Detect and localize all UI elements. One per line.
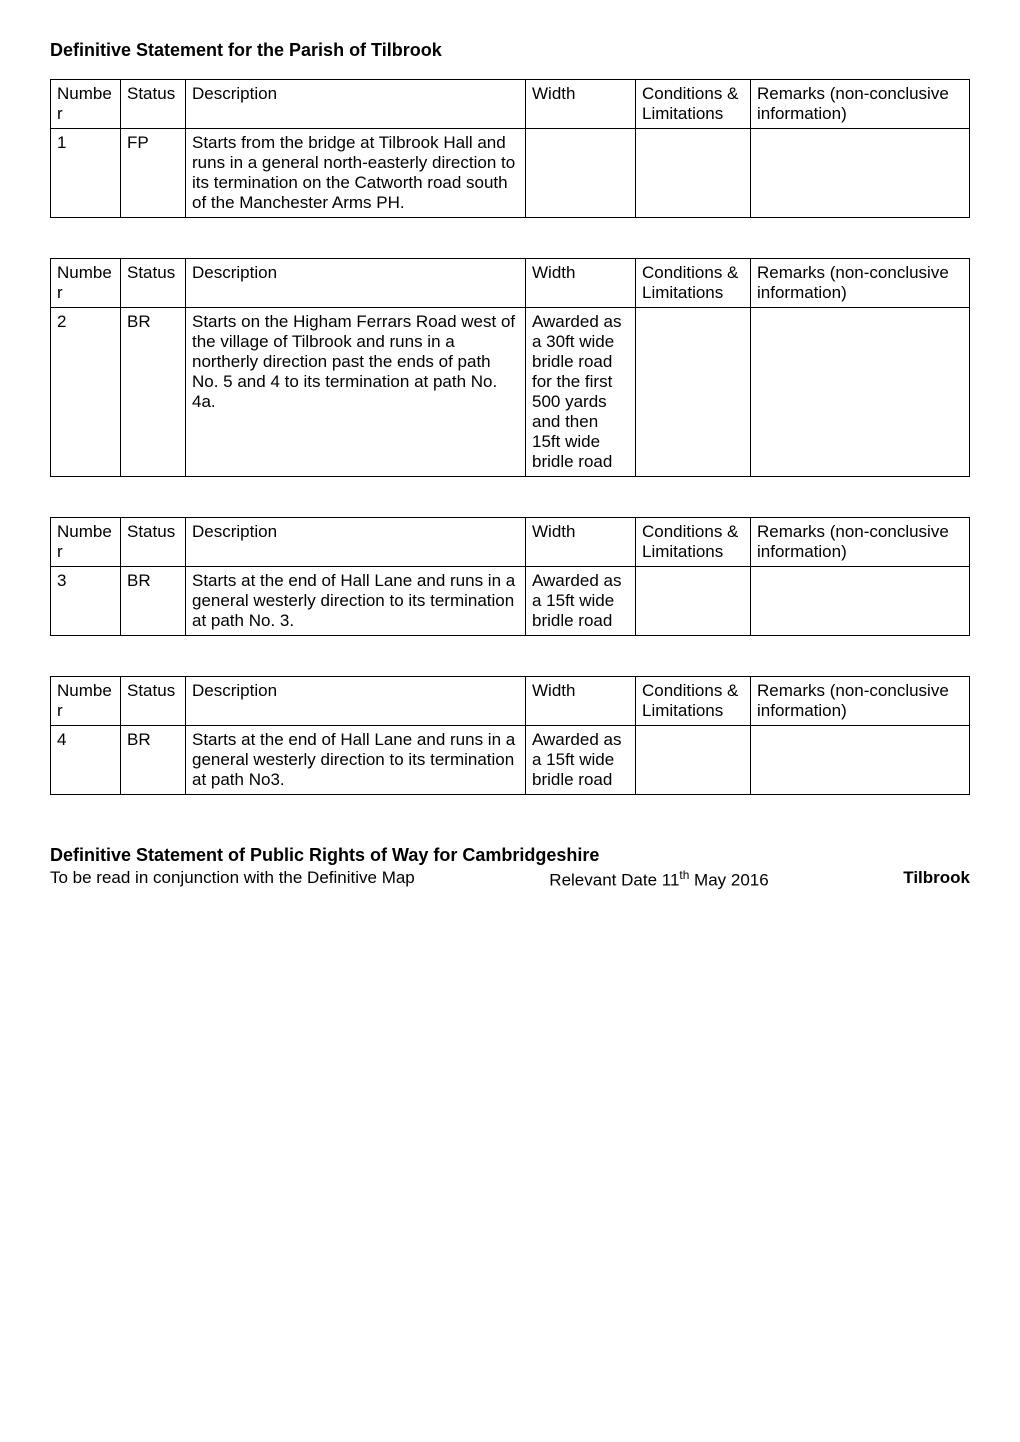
col-remarks: Remarks (non-conclusive information): [751, 259, 970, 308]
cell-status: BR: [121, 308, 186, 477]
statement-table-2: Number Status Description Width Conditio…: [50, 258, 970, 477]
statement-table-1: Number Status Description Width Conditio…: [50, 79, 970, 218]
cell-number: 2: [51, 308, 121, 477]
footer-center-prefix: Relevant Date 11: [549, 871, 679, 890]
cell-conditions: [636, 726, 751, 795]
cell-description: Starts on the Higham Ferrars Road west o…: [186, 308, 526, 477]
table-header-row: Number Status Description Width Conditio…: [51, 80, 970, 129]
col-conditions: Conditions & Limitations: [636, 259, 751, 308]
cell-number: 4: [51, 726, 121, 795]
footer: Definitive Statement of Public Rights of…: [50, 845, 970, 891]
col-number: Number: [51, 677, 121, 726]
cell-conditions: [636, 308, 751, 477]
col-number: Number: [51, 518, 121, 567]
col-status: Status: [121, 259, 186, 308]
col-description: Description: [186, 80, 526, 129]
page-title: Definitive Statement for the Parish of T…: [50, 40, 970, 61]
footer-left: To be read in conjunction with the Defin…: [50, 868, 415, 891]
cell-width: Awarded as a 30ft wide bridle road for t…: [526, 308, 636, 477]
cell-number: 1: [51, 129, 121, 218]
statement-table-4: Number Status Description Width Conditio…: [50, 676, 970, 795]
cell-number: 3: [51, 567, 121, 636]
col-number: Number: [51, 80, 121, 129]
col-number: Number: [51, 259, 121, 308]
cell-width: Awarded as a 15ft wide bridle road: [526, 567, 636, 636]
table-row: 2 BR Starts on the Higham Ferrars Road w…: [51, 308, 970, 477]
cell-remarks: [751, 726, 970, 795]
col-conditions: Conditions & Limitations: [636, 518, 751, 567]
col-width: Width: [526, 259, 636, 308]
cell-remarks: [751, 567, 970, 636]
cell-description: Starts from the bridge at Tilbrook Hall …: [186, 129, 526, 218]
col-width: Width: [526, 518, 636, 567]
col-description: Description: [186, 518, 526, 567]
table-row: 3 BR Starts at the end of Hall Lane and …: [51, 567, 970, 636]
footer-center: Relevant Date 11th May 2016: [549, 868, 768, 891]
col-remarks: Remarks (non-conclusive information): [751, 80, 970, 129]
cell-width: Awarded as a 15ft wide bridle road: [526, 726, 636, 795]
col-status: Status: [121, 677, 186, 726]
table-row: 4 BR Starts at the end of Hall Lane and …: [51, 726, 970, 795]
col-remarks: Remarks (non-conclusive information): [751, 518, 970, 567]
col-width: Width: [526, 677, 636, 726]
col-description: Description: [186, 259, 526, 308]
col-description: Description: [186, 677, 526, 726]
cell-description: Starts at the end of Hall Lane and runs …: [186, 726, 526, 795]
table-header-row: Number Status Description Width Conditio…: [51, 259, 970, 308]
footer-center-suffix: May 2016: [689, 871, 768, 890]
cell-remarks: [751, 308, 970, 477]
footer-row: To be read in conjunction with the Defin…: [50, 868, 970, 891]
col-conditions: Conditions & Limitations: [636, 80, 751, 129]
footer-title: Definitive Statement of Public Rights of…: [50, 845, 970, 866]
cell-conditions: [636, 129, 751, 218]
col-status: Status: [121, 518, 186, 567]
statement-table-3: Number Status Description Width Conditio…: [50, 517, 970, 636]
cell-status: BR: [121, 726, 186, 795]
cell-conditions: [636, 567, 751, 636]
table-header-row: Number Status Description Width Conditio…: [51, 677, 970, 726]
col-status: Status: [121, 80, 186, 129]
col-remarks: Remarks (non-conclusive information): [751, 677, 970, 726]
table-row: 1 FP Starts from the bridge at Tilbrook …: [51, 129, 970, 218]
col-width: Width: [526, 80, 636, 129]
table-header-row: Number Status Description Width Conditio…: [51, 518, 970, 567]
cell-remarks: [751, 129, 970, 218]
cell-width: [526, 129, 636, 218]
cell-status: BR: [121, 567, 186, 636]
cell-status: FP: [121, 129, 186, 218]
col-conditions: Conditions & Limitations: [636, 677, 751, 726]
cell-description: Starts at the end of Hall Lane and runs …: [186, 567, 526, 636]
footer-center-sup: th: [679, 868, 689, 882]
footer-right: Tilbrook: [903, 868, 970, 891]
